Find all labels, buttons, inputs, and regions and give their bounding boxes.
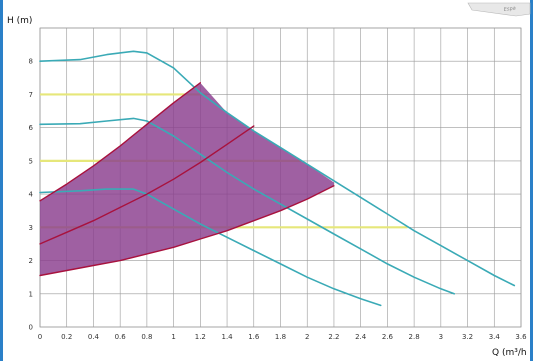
y-tick-label: 4 [29,191,34,199]
y-tick-label: 2 [29,257,33,265]
x-tick-label: 0.6 [115,333,127,341]
x-tick-label: 2.8 [409,333,420,341]
x-tick-label: 0.8 [141,333,152,341]
x-tick-label: 2.6 [382,333,394,341]
y-tick-label: 5 [29,157,33,165]
y-tick-label: 0 [29,324,33,332]
y-tick-label: 7 [29,91,33,99]
x-tick-label: 3 [439,333,443,341]
x-tick-label: 0 [38,333,42,341]
y-tick-label: 8 [29,58,33,66]
x-tick-labels: 0 0.2 0.4 0.6 0.8 1 1.2 1.4 1.6 1.8 2 2.2 2.4 2.6 2.8 3… [38,333,527,341]
y-tick-label: 3 [29,224,33,232]
x-tick-label: 1 [171,333,175,341]
x-tick-label: 2.2 [328,333,339,341]
x-tick-label: 3.6 [515,333,527,341]
operating-area-fill [40,82,334,276]
x-tick-label: 2.4 [355,333,367,341]
x-tick-label: 2 [305,333,309,341]
y-tick-label: 6 [29,124,34,132]
pump-curve-2 [39,117,455,295]
y-axis-label: H (m) [7,16,32,26]
x-tick-label: 1.8 [275,333,286,341]
x-tick-label: 3.4 [489,333,501,341]
operating-area [40,82,334,276]
y-tick-label: 1 [29,290,33,298]
x-tick-label: 3.2 [462,333,473,341]
x-tick-label: 1.2 [195,333,206,341]
pump-curve-1 [39,50,516,287]
corner-badge: Espa [467,2,531,17]
x-tick-label: 1.4 [221,333,233,341]
pump-curve-3 [39,188,382,307]
system-curve-4 [39,82,201,202]
x-tick-label: 0.2 [61,333,72,341]
corner-badge-text: Espa [503,5,516,13]
system-curve-5 [39,125,255,245]
y-tick-labels: 0 1 2 3 4 5 6 7 8 [29,58,34,332]
system-curve-6 [39,185,335,277]
x-axis-label: Q (m³/h [492,348,527,358]
x-tick-label: 1.6 [248,333,260,341]
corner-badge-shape [467,2,531,17]
x-tick-label: 0.4 [88,333,100,341]
curves [39,50,516,307]
